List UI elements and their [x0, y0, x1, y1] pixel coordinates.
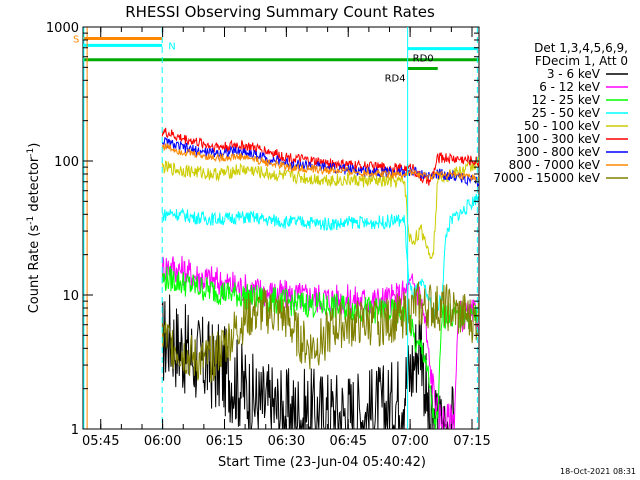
series-layer — [161, 127, 479, 429]
y-axis-label-sup: -1 — [26, 216, 36, 225]
flag-label: N — [168, 41, 175, 52]
segments-layer — [83, 37, 479, 71]
series-line — [161, 156, 479, 260]
x-tick-label: 07:00 — [391, 434, 428, 449]
x-tick-label: 06:45 — [330, 434, 367, 449]
chart-title: RHESSI Observing Summary Count Rates — [125, 3, 435, 21]
y-tick-label: 10 — [62, 289, 79, 304]
y-axis-label-part: ) — [27, 143, 42, 148]
y-axis-label: Count Rate (s-1 detector-1) — [26, 143, 42, 314]
legend-label: 7000 - 15000 keV — [493, 171, 600, 185]
y-axis-label-part: detector — [27, 156, 42, 216]
legend-label: 6 - 12 keV — [539, 80, 601, 94]
legend-label: 25 - 50 keV — [532, 106, 601, 120]
y-tick-label: 1000 — [46, 21, 79, 36]
y-tick-label: 100 — [54, 155, 79, 170]
legend-label: 800 - 7000 keV — [509, 158, 601, 172]
y-tick-label: 1 — [71, 423, 79, 438]
x-tick-label: 06:30 — [268, 434, 305, 449]
series-line — [161, 265, 479, 429]
flag-label: S — [73, 35, 79, 46]
series-line — [161, 281, 479, 383]
y-axis-label-sup: -1 — [26, 148, 36, 157]
flag-label: RD0 — [413, 54, 434, 65]
legend-label: 100 - 300 keV — [516, 132, 600, 146]
legend: Det 1,3,4,5,6,9, FDecim 1, Att 0 3 - 6 k… — [493, 41, 628, 185]
x-tick-label: 06:15 — [206, 434, 243, 449]
x-axis-label: Start Time (23-Jun-04 05:40:42) — [218, 455, 426, 470]
vlines-layer: S N RD0 RD4 — [73, 27, 478, 429]
legend-header-line: Det 1,3,4,5,6,9, — [534, 41, 628, 55]
x-tick-label: 07:15 — [453, 434, 490, 449]
x-tick-label: 06:00 — [144, 434, 181, 449]
legend-label: 3 - 6 keV — [547, 67, 601, 81]
footer-timestamp: 18-Oct-2021 08:31 — [560, 467, 636, 476]
legend-label: 300 - 800 keV — [516, 145, 600, 159]
legend-header-line: FDecim 1, Att 0 — [535, 54, 628, 68]
y-axis-label-part: Count Rate (s — [27, 225, 42, 314]
series-line — [161, 143, 479, 183]
flag-label: RD4 — [385, 74, 406, 85]
legend-label: 50 - 100 keV — [524, 119, 601, 133]
x-tick-label: 05:45 — [82, 434, 119, 449]
legend-label: 12 - 25 keV — [532, 93, 601, 107]
series-line — [161, 193, 479, 323]
ticks-layer: 05:45 06:00 06:15 06:30 06:45 07:00 07:15 1 10 10… — [46, 21, 491, 449]
plot-frame — [82, 26, 480, 430]
